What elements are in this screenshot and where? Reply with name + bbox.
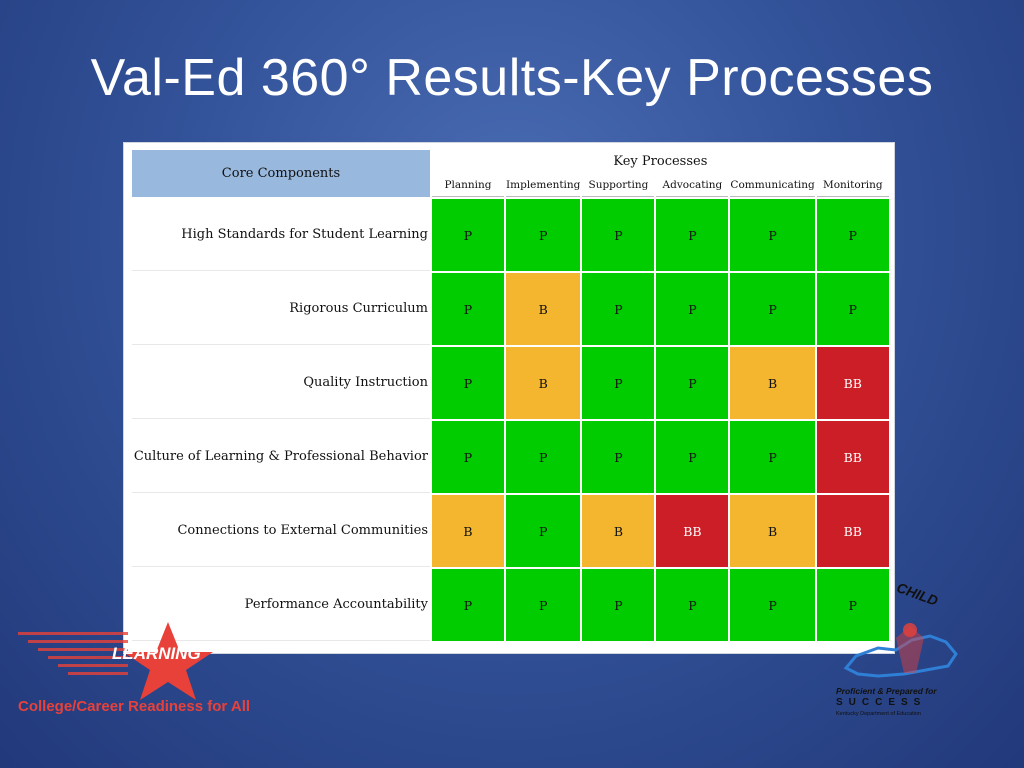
row-label: Performance Accountability — [132, 569, 430, 641]
rating-cell: B — [506, 273, 581, 345]
rating-cell: B — [730, 347, 815, 419]
table-row: Connections to External Communities B P B BB… — [132, 495, 889, 567]
rating-cell: P — [656, 273, 729, 345]
rating-cell: P — [432, 273, 504, 345]
rating-cell: P — [432, 421, 504, 493]
slide-title: Val-Ed 360° Results-Key Processes — [90, 49, 934, 107]
rating-cell: P — [816, 273, 889, 345]
rating-cell: BB — [816, 347, 889, 419]
rating-cell: P — [730, 273, 815, 345]
table-row: Performance Accountability P P P P P P — [132, 569, 889, 641]
logo-right-line2: SUCCESS — [836, 697, 927, 708]
results-table: Core Components Key Processes Planning Im… — [130, 148, 891, 643]
rating-cell: B — [506, 347, 581, 419]
rating-cell: P — [582, 421, 655, 493]
row-label: Rigorous Curriculum — [132, 273, 430, 345]
rating-cell: BB — [816, 495, 889, 567]
table-row: High Standards for Student Learning P P P P P… — [132, 199, 889, 271]
table-row: Rigorous Curriculum P B P P P P — [132, 273, 889, 345]
rating-cell: BB — [816, 421, 889, 493]
core-components-header: Core Components — [132, 150, 430, 197]
rating-cell: P — [432, 569, 504, 641]
rating-cell: P — [730, 569, 815, 641]
rating-cell: BB — [656, 495, 729, 567]
results-table-panel: Core Components Key Processes Planning Im… — [123, 142, 895, 654]
college-career-readiness-logo — [18, 622, 213, 700]
kentucky-doe-logo — [843, 623, 958, 678]
rating-cell: P — [730, 421, 815, 493]
process-header-communicating: Communicating — [730, 174, 815, 197]
rating-cell: P — [582, 273, 655, 345]
rating-cell: P — [656, 421, 729, 493]
logo-left-tagline: College/Career Readiness for All — [18, 698, 251, 715]
logo-right-line3: Kentucky Department of Education — [836, 711, 921, 717]
process-header-row: Planning Implementing Supporting Advocating… — [132, 174, 889, 197]
key-processes-header: Key Processes — [432, 150, 889, 172]
table-row: Quality Instruction P B P P B BB — [132, 347, 889, 419]
rating-cell: P — [506, 569, 581, 641]
rating-cell: P — [582, 569, 655, 641]
results-body: High Standards for Student Learning P P P P P… — [132, 199, 889, 641]
row-label: Culture of Learning & Professional Behav… — [132, 421, 430, 493]
row-label: Connections to External Communities — [132, 495, 430, 567]
rating-cell: P — [506, 421, 581, 493]
rating-cell: B — [730, 495, 815, 567]
process-header-implementing: Implementing — [506, 174, 581, 197]
process-header-supporting: Supporting — [582, 174, 655, 197]
rating-cell: P — [506, 495, 581, 567]
rating-cell: P — [656, 199, 729, 271]
process-header-planning: Planning — [432, 174, 504, 197]
row-label: High Standards for Student Learning — [132, 199, 430, 271]
rating-cell: P — [582, 347, 655, 419]
rating-cell: P — [816, 569, 889, 641]
table-row: Culture of Learning & Professional Behav… — [132, 421, 889, 493]
rating-cell: P — [656, 347, 729, 419]
rating-cell: P — [730, 199, 815, 271]
process-header-advocating: Advocating — [656, 174, 729, 197]
rating-cell: P — [506, 199, 581, 271]
row-label: Quality Instruction — [132, 347, 430, 419]
process-header-monitoring: Monitoring — [816, 174, 889, 197]
logo-right-line1: Proficient & Prepared for — [836, 686, 937, 696]
rating-cell: P — [432, 199, 504, 271]
rating-cell: B — [582, 495, 655, 567]
rating-cell: P — [656, 569, 729, 641]
logo-left-word: LEARNING — [112, 644, 201, 663]
rating-cell: P — [582, 199, 655, 271]
rating-cell: P — [816, 199, 889, 271]
rating-cell: B — [432, 495, 504, 567]
rating-cell: P — [432, 347, 504, 419]
